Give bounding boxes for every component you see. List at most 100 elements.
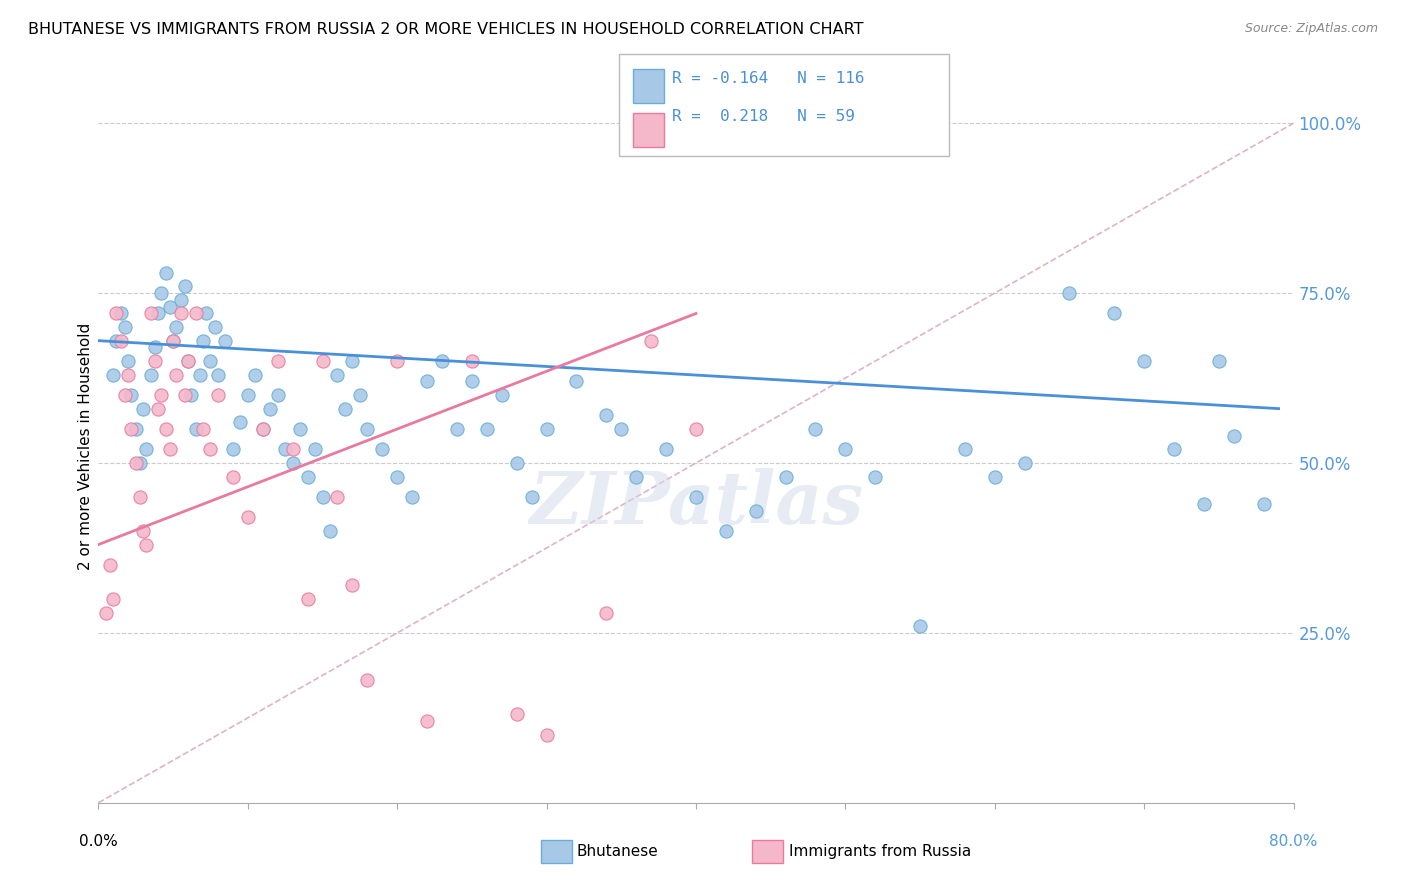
Point [356, 422, 378, 436]
Point [745, 503, 768, 517]
Point [446, 422, 468, 436]
Point [834, 442, 856, 457]
Point [281, 456, 304, 470]
Point [342, 578, 364, 592]
Point [356, 673, 378, 688]
Point [103, 591, 125, 606]
Point [953, 442, 976, 457]
Point [177, 354, 200, 368]
Text: Immigrants from Russia: Immigrants from Russia [789, 845, 972, 859]
Point [685, 490, 707, 504]
Text: BHUTANESE VS IMMIGRANTS FROM RUSSIA 2 OR MORE VEHICLES IN HOUSEHOLD CORRELATION : BHUTANESE VS IMMIGRANTS FROM RUSSIA 2 OR… [28, 22, 863, 37]
Text: Source: ZipAtlas.com: Source: ZipAtlas.com [1244, 22, 1378, 36]
Text: Bhutanese: Bhutanese [576, 845, 658, 859]
Point [304, 442, 326, 457]
Point [195, 306, 218, 320]
Point [1253, 497, 1275, 511]
Point [326, 368, 349, 382]
Text: 0.0%: 0.0% [79, 834, 118, 849]
Point [117, 368, 139, 382]
Point [169, 293, 191, 307]
Point [610, 422, 633, 436]
Point [105, 306, 128, 320]
Point [685, 422, 707, 436]
Point [401, 490, 423, 504]
Point [1208, 354, 1230, 368]
Point [148, 401, 170, 416]
Point [162, 334, 184, 348]
Point [311, 354, 333, 368]
Point [222, 469, 245, 483]
Point [135, 537, 157, 551]
Point [1163, 442, 1185, 457]
Point [125, 456, 148, 470]
Point [595, 606, 617, 620]
Point [150, 388, 173, 402]
Point [288, 422, 311, 436]
Point [177, 354, 200, 368]
Point [326, 490, 349, 504]
Point [139, 368, 162, 382]
Point [520, 490, 543, 504]
Point [105, 334, 128, 348]
Point [159, 300, 181, 314]
Point [506, 456, 529, 470]
Point [165, 320, 187, 334]
Point [191, 422, 214, 436]
Point [595, 409, 617, 423]
Point [1102, 306, 1125, 320]
Point [491, 388, 513, 402]
Point [143, 354, 166, 368]
Point [385, 354, 409, 368]
Point [139, 306, 162, 320]
Point [103, 368, 125, 382]
Point [245, 368, 267, 382]
Point [162, 334, 184, 348]
Point [188, 368, 211, 382]
Point [120, 422, 142, 436]
Text: R =  0.218   N = 59: R = 0.218 N = 59 [672, 109, 855, 124]
Point [252, 422, 274, 436]
Point [804, 422, 827, 436]
Point [191, 334, 214, 348]
Point [120, 388, 142, 402]
Point [536, 728, 558, 742]
Point [180, 388, 202, 402]
Point [1059, 286, 1081, 301]
Point [174, 388, 197, 402]
Point [1222, 429, 1246, 443]
Point [200, 354, 222, 368]
Point [129, 490, 152, 504]
Point [132, 524, 155, 538]
Point [385, 469, 409, 483]
Point [863, 469, 887, 483]
Point [984, 469, 1007, 483]
Point [155, 422, 177, 436]
Point [114, 320, 136, 334]
Point [416, 375, 439, 389]
Point [1192, 497, 1215, 511]
Point [236, 510, 259, 524]
Point [461, 354, 484, 368]
Point [207, 388, 229, 402]
Point [252, 422, 274, 436]
Point [1133, 354, 1156, 368]
Point [143, 341, 166, 355]
Point [132, 401, 155, 416]
Point [626, 469, 648, 483]
Point [371, 442, 394, 457]
Point [184, 306, 207, 320]
Point [150, 286, 173, 301]
Point [165, 368, 187, 382]
Point [114, 388, 136, 402]
Point [200, 442, 222, 457]
Point [297, 469, 319, 483]
Point [714, 524, 737, 538]
Text: 80.0%: 80.0% [1270, 834, 1317, 849]
Point [461, 375, 484, 389]
Point [640, 334, 662, 348]
Point [125, 422, 148, 436]
Point [214, 334, 236, 348]
Point [148, 306, 170, 320]
Point [207, 368, 229, 382]
